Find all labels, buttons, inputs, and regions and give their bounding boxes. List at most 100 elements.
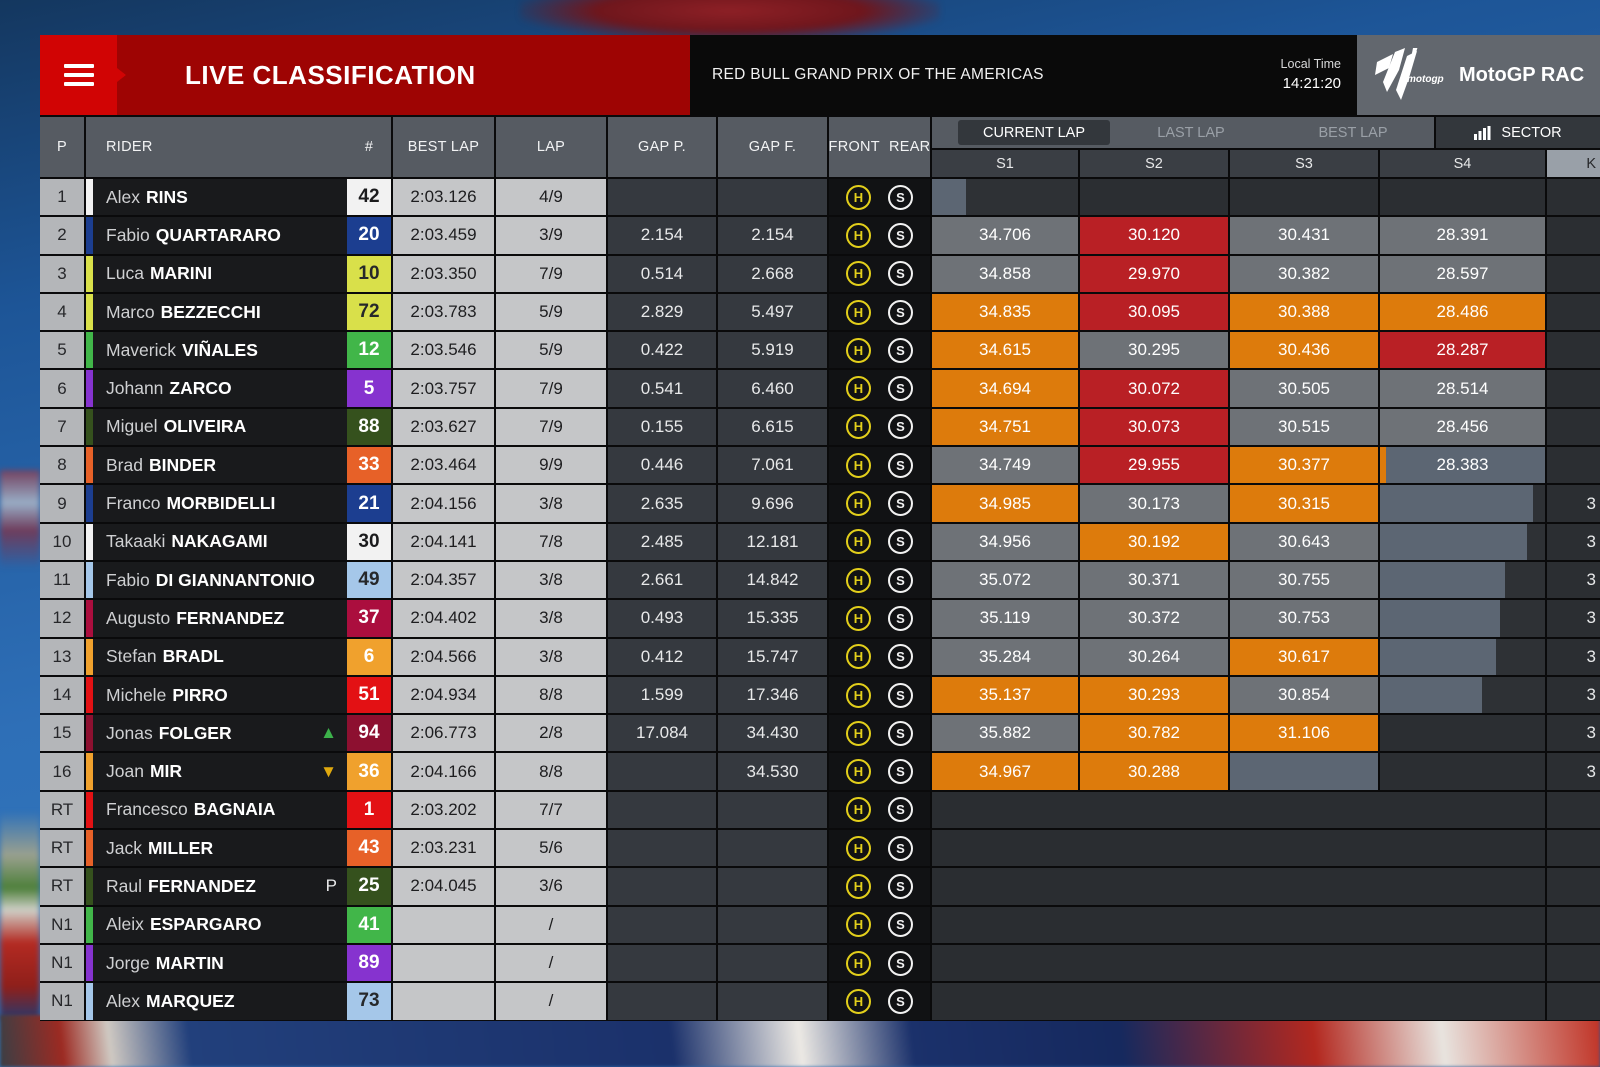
lap-cell: 7/7	[496, 791, 606, 829]
tab-current-lap[interactable]: CURRENT LAP	[958, 120, 1110, 145]
rear-tyre-soft-icon: S	[888, 529, 913, 555]
sector-cell: 30.073	[1080, 408, 1228, 446]
team-color-stripe	[86, 638, 93, 675]
front-tyre-hard-icon: H	[846, 222, 871, 248]
menu-button[interactable]	[40, 35, 117, 115]
rider-last-name: VIÑALES	[182, 339, 258, 360]
position-cell: 10	[40, 523, 84, 560]
best-lap-cell: 2:04.156	[393, 485, 494, 522]
best-lap-cell: 2:03.546	[393, 332, 494, 369]
front-tyre-hard-icon: H	[846, 835, 871, 861]
tyres-cell: H S	[829, 293, 930, 331]
sector-cell: 34.835	[932, 293, 1078, 331]
sector-bars-icon	[1474, 125, 1491, 140]
rider-name: Brad BINDER	[93, 447, 347, 483]
front-tyre-hard-icon: H	[846, 299, 871, 325]
gap-first-cell	[718, 179, 827, 216]
table-row: RT Raul FERNANDEZ P 25 2:04.045 3/6 H S	[40, 868, 1600, 905]
best-lap-cell: 2:03.350	[393, 255, 494, 292]
gap-previous-cell: 17.084	[608, 715, 716, 752]
rider-first-name: Jonas	[106, 722, 153, 743]
front-tyre-hard-icon: H	[846, 414, 871, 440]
sector-cell: 35.284	[932, 638, 1078, 675]
sector-toggle[interactable]: SECTOR	[1436, 117, 1600, 148]
speed-cell: 3	[1547, 676, 1600, 714]
tyres-cell: H S	[829, 906, 930, 943]
tyres-cell: H S	[829, 638, 930, 675]
rider-cell: Brad BINDER 33	[86, 447, 391, 484]
sector-cell: 35.137	[932, 676, 1078, 714]
rider-cell: Francesco BAGNAIA 1	[86, 791, 391, 829]
position-cell: 3	[40, 255, 84, 292]
speed-cell	[1547, 944, 1600, 982]
rear-tyre-soft-icon: S	[888, 873, 913, 899]
tab-best-lap[interactable]: BEST LAP	[1318, 124, 1388, 141]
col-best-lap: BEST LAP	[393, 117, 494, 177]
rider-cell: Maverick VIÑALES 12	[86, 332, 391, 369]
rider-first-name: Maverick	[106, 339, 177, 360]
col-rear-label: REAR	[888, 139, 931, 155]
col-number-label: #	[364, 139, 374, 155]
gap-first-cell	[718, 944, 827, 982]
rider-name: Alex RINS	[93, 179, 347, 215]
local-time-value: 14:21:20	[1282, 75, 1341, 93]
table-row: 3 Luca MARINI 10 2:03.350 7/9 0.514 2.66…	[40, 255, 1600, 292]
gap-first-cell	[718, 830, 827, 867]
rear-tyre-soft-icon: S	[888, 644, 913, 670]
rear-tyre-soft-icon: S	[888, 222, 913, 248]
gap-previous-cell: 2.154	[608, 217, 716, 254]
tyres-cell: H S	[829, 868, 930, 905]
gap-first-cell: 17.346	[718, 676, 827, 714]
sector-cell: 34.706	[932, 217, 1078, 254]
team-color-stripe	[86, 944, 93, 982]
best-lap-cell: 2:04.357	[393, 561, 494, 599]
tyres-cell: H S	[829, 217, 930, 254]
gap-previous-cell: 2.661	[608, 561, 716, 599]
rider-name: Fabio DI GIANNANTONIO	[93, 562, 347, 598]
rider-first-name: Stefan	[106, 646, 157, 667]
col-rider: RIDER #	[86, 117, 391, 177]
table-row: 13 Stefan BRADL 6 2:04.566 3/8 0.412 15.…	[40, 638, 1600, 675]
rear-tyre-soft-icon: S	[888, 299, 913, 325]
sector-cell	[1380, 600, 1545, 637]
sector-cell: 34.694	[932, 370, 1078, 407]
rider-last-name: MARTIN	[155, 952, 224, 973]
gap-previous-cell: 0.412	[608, 638, 716, 675]
speed-cell: 3	[1547, 485, 1600, 522]
best-lap-cell	[393, 906, 494, 943]
timing-rows: 1 Alex RINS 42 2:03.126 4/9 H S 2 Fabio …	[40, 179, 1600, 1020]
rider-first-name: Aleix	[106, 914, 144, 935]
sector-cell: 28.391	[1380, 217, 1545, 254]
rider-first-name: Alex	[106, 990, 141, 1011]
rider-cell: Luca MARINI 10	[86, 255, 391, 292]
sector-progress-bar	[1380, 600, 1501, 637]
rider-number-badge: 94	[347, 715, 391, 752]
table-row: 8 Brad BINDER 33 2:03.464 9/9 0.446 7.06…	[40, 447, 1600, 484]
gap-first-cell: 12.181	[718, 523, 827, 560]
rider-name: Stefan BRADL	[93, 639, 347, 675]
live-timing-panel: LIVE CLASSIFICATION RED BULL GRAND PRIX …	[40, 35, 1600, 1021]
sector-cells	[932, 179, 1545, 216]
best-lap-cell: 2:04.934	[393, 676, 494, 714]
col-tyres: FRONT REAR	[829, 117, 930, 177]
sector-label: SECTOR	[1501, 124, 1562, 141]
rider-name: Aleix ESPARGARO	[93, 907, 347, 943]
table-row: RT Francesco BAGNAIA 1 2:03.202 7/7 H S	[40, 791, 1600, 829]
gap-previous-cell	[608, 868, 716, 905]
sector-cells: 34.985 30.173 30.315	[932, 485, 1545, 522]
gap-first-cell: 6.615	[718, 408, 827, 446]
sector-cell: 35.119	[932, 600, 1078, 637]
position-cell: 1	[40, 179, 84, 216]
rider-number-badge: 30	[347, 523, 391, 560]
rear-tyre-soft-icon: S	[888, 797, 913, 823]
rider-first-name: Miguel	[106, 416, 158, 437]
lap-cell: 7/9	[496, 408, 606, 446]
gap-first-cell	[718, 868, 827, 905]
tyres-cell: H S	[829, 944, 930, 982]
rear-tyre-soft-icon: S	[888, 337, 913, 363]
rear-tyre-soft-icon: S	[888, 491, 913, 517]
lap-cell: 9/9	[496, 447, 606, 484]
tab-last-lap[interactable]: LAST LAP	[1157, 124, 1225, 141]
gap-previous-cell: 1.599	[608, 676, 716, 714]
gap-previous-cell	[608, 179, 716, 216]
